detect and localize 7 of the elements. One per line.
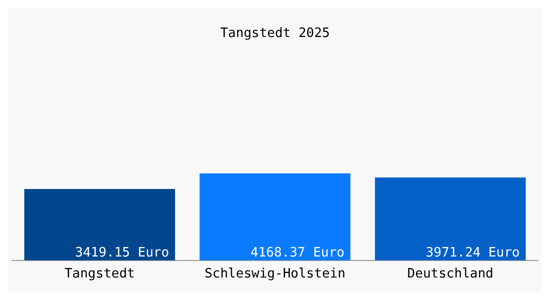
data-label: 3419.15 Euro: [75, 245, 170, 260]
x-tick-label: Schleswig-Holstein: [204, 266, 346, 282]
chart-title: Tangstedt 2025: [220, 26, 330, 42]
x-tick-label: Deutschland: [407, 266, 494, 282]
data-label: 3971.24 Euro: [426, 245, 520, 260]
data-label: 4168.37 Euro: [250, 245, 344, 260]
x-tick-label: Tangstedt: [64, 266, 135, 282]
